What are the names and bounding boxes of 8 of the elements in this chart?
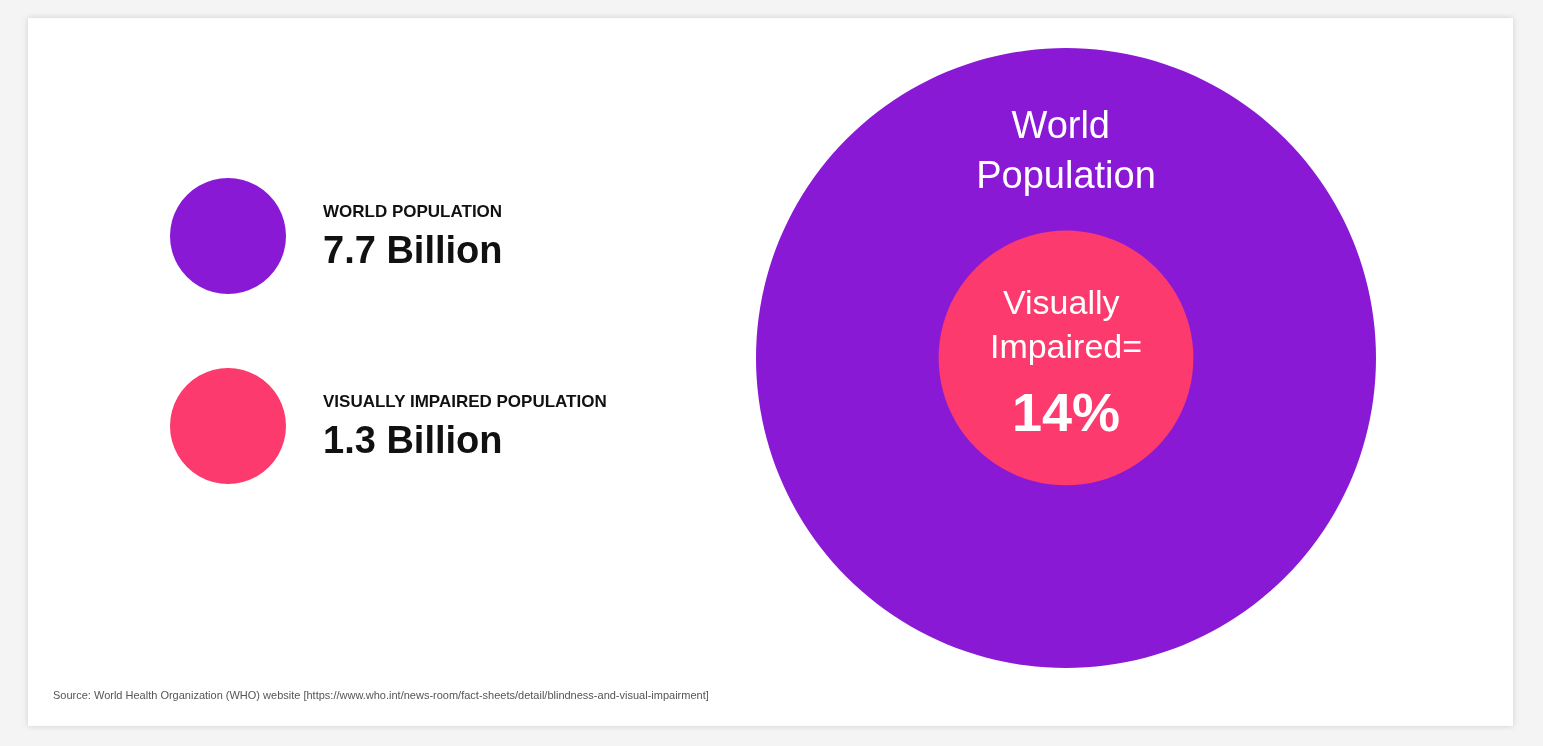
category-label: VISUALLY IMPAIRED POPULATION [323, 391, 607, 411]
text: World Population [976, 104, 1156, 196]
data-label: 7.7 Billion [323, 229, 503, 271]
text: 14% [1011, 382, 1121, 442]
category-label: WORLD POPULATION [323, 201, 503, 221]
data-label: 1.3 Billion [323, 419, 503, 461]
source-note: Source: World Health Organization (WHO) website [https://www.who.int/news-room/fact-sheets/detail/blindness-and-visual-impairment] [53, 689, 709, 701]
text: Visually Impaired= [989, 283, 1143, 365]
